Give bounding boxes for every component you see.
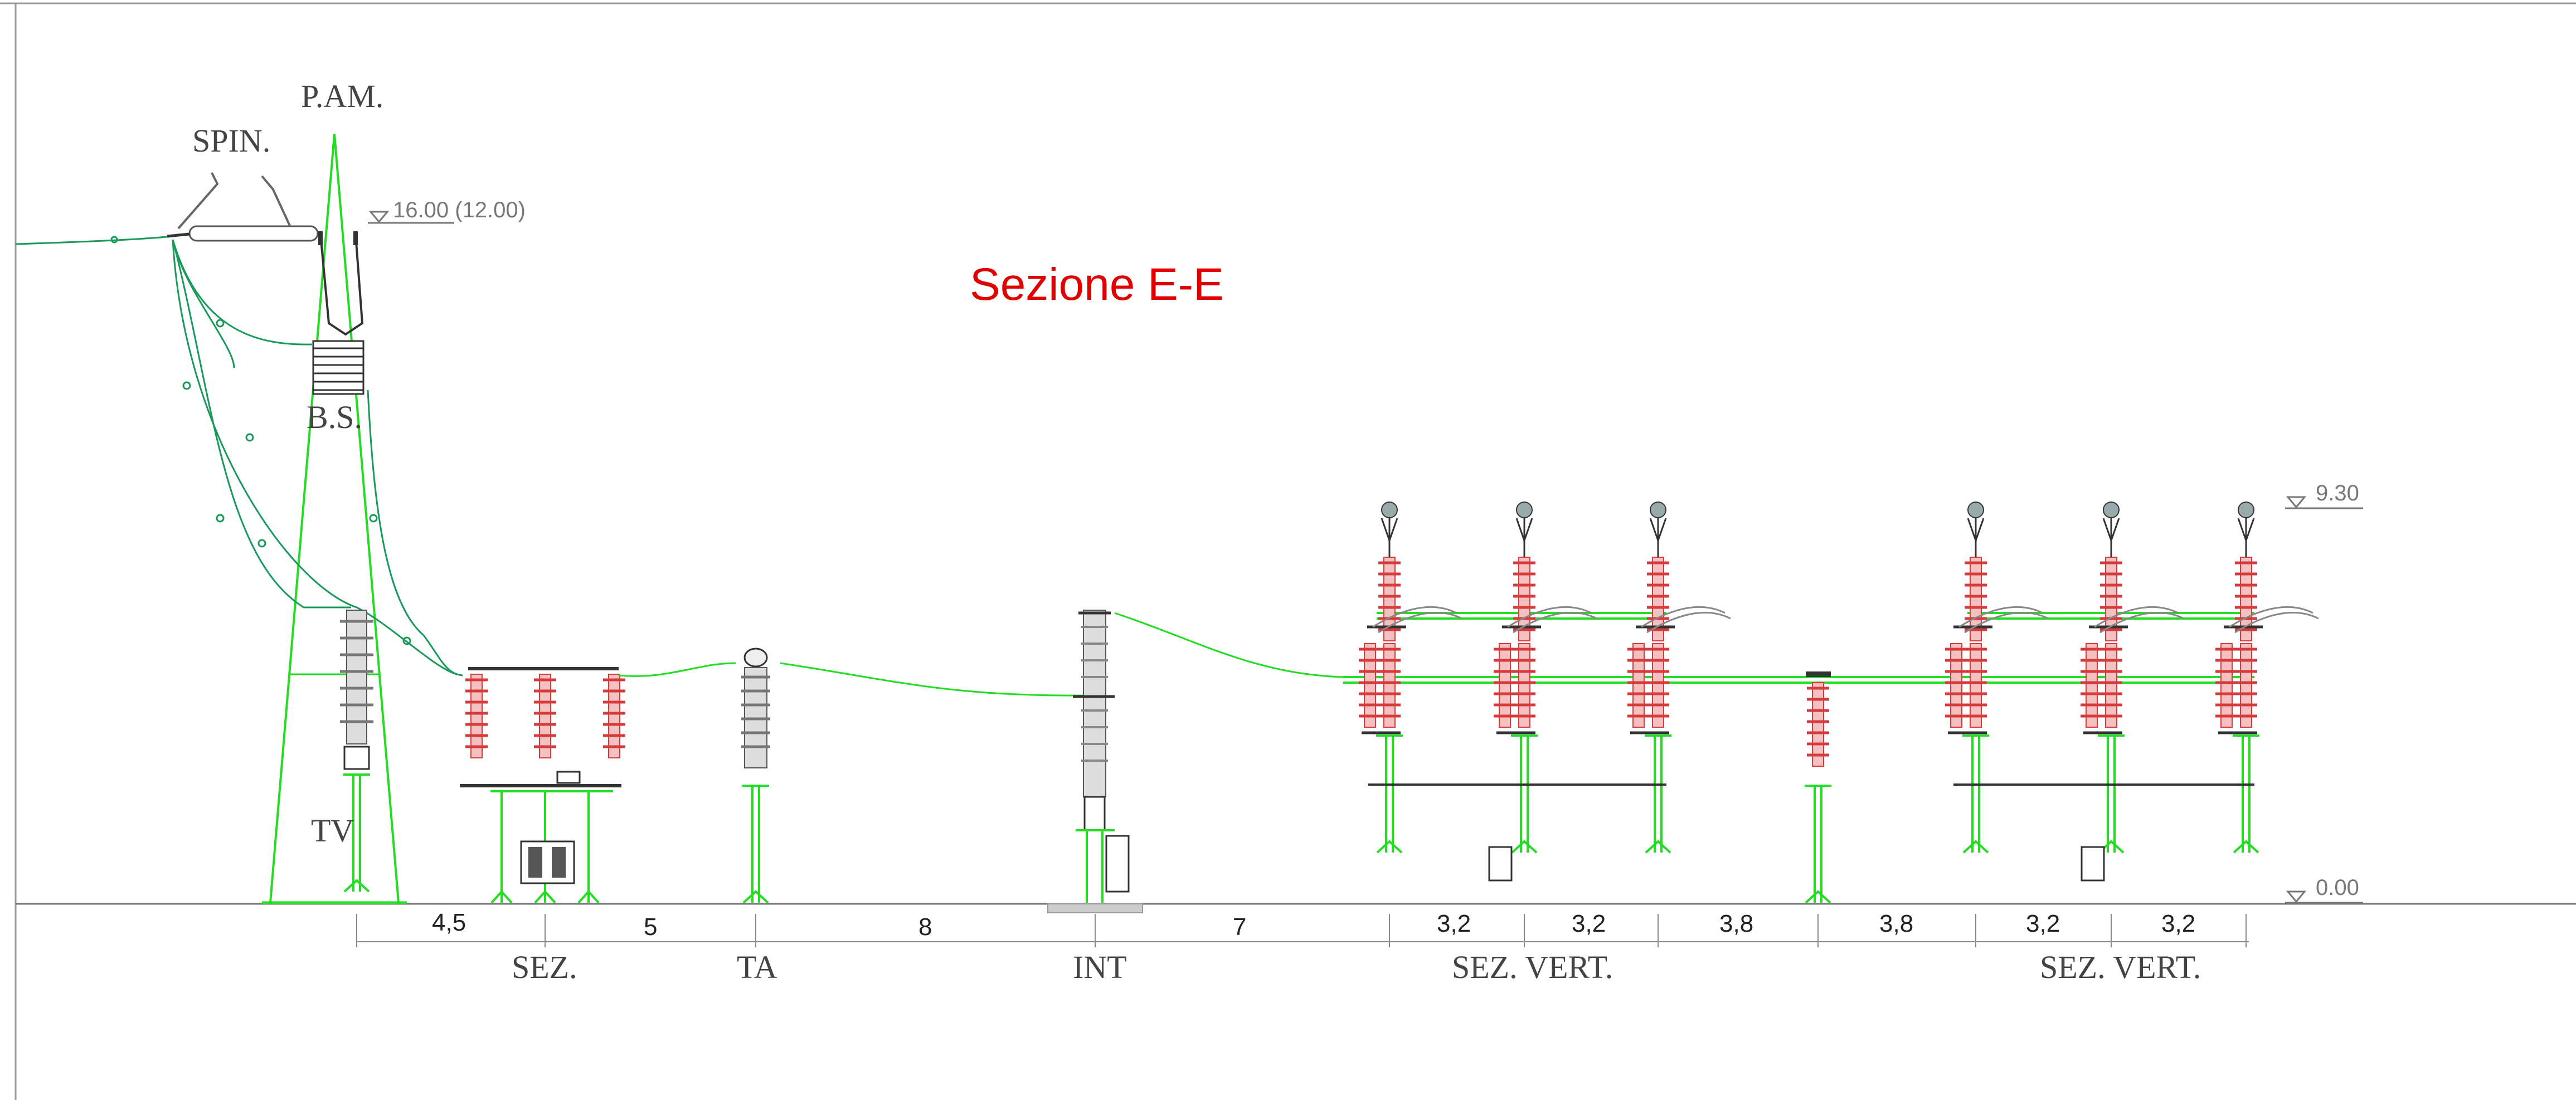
incoming-line: SPIN. bbox=[15, 123, 319, 245]
conductor-ta-int bbox=[780, 662, 1085, 697]
dimension-value: 3,2 bbox=[1572, 910, 1606, 937]
level-marker-ground: 0.00 bbox=[2285, 875, 2363, 904]
equipment-labels: SEZ. TA INT SEZ. VERT. SEZ. VERT. bbox=[512, 949, 2201, 985]
bs-label: B.S. bbox=[307, 399, 362, 435]
sez-vert-label-2: SEZ. VERT. bbox=[2040, 949, 2201, 985]
line-trap: B.S. bbox=[307, 231, 364, 435]
level-ground-label: 0.00 bbox=[2316, 875, 2359, 900]
level-marker-mid: 9.30 bbox=[2285, 481, 2363, 509]
dimension-value: 5 bbox=[644, 913, 657, 941]
vertical-disconnector-group-2 bbox=[1945, 502, 2319, 882]
busbar-support bbox=[1804, 671, 1833, 904]
dimension-value: 7 bbox=[1233, 913, 1246, 941]
dimension-value: 3,2 bbox=[2026, 910, 2060, 937]
level-top-label: 16.00 (12.00) bbox=[393, 198, 526, 222]
dimension-value: 3,8 bbox=[1719, 910, 1753, 937]
dimension-value: 3,2 bbox=[2161, 910, 2195, 937]
int-label: INT bbox=[1073, 949, 1127, 985]
spin-label: SPIN. bbox=[192, 123, 270, 159]
voltage-transformer: TV bbox=[311, 610, 373, 893]
dimension-value: 8 bbox=[918, 913, 932, 941]
section-title: Sezione E-E bbox=[970, 259, 1224, 310]
dimension-values: 4,5 5 8 7 3,2 3,2 3,8 3,8 3,2 3,2 bbox=[432, 909, 2195, 941]
conductors-from-line bbox=[172, 239, 463, 676]
current-transformer bbox=[618, 648, 770, 904]
vertical-disconnector-group-1 bbox=[1359, 502, 1731, 882]
tv-label: TV bbox=[311, 812, 354, 849]
dimension-value: 3,8 bbox=[1879, 910, 1913, 937]
level-marker-top: 16.00 (12.00) bbox=[368, 198, 526, 224]
ta-label: TA bbox=[737, 949, 777, 985]
dimension-value: 4,5 bbox=[432, 909, 466, 936]
sez-label: SEZ. bbox=[512, 949, 577, 985]
conductor-int-sezvert bbox=[1114, 612, 1344, 678]
dimension-value: 3,2 bbox=[1437, 910, 1471, 937]
pam-label: P.AM. bbox=[301, 78, 383, 114]
anchoring-portal: P.AM. bbox=[262, 78, 407, 904]
conductor-clamps bbox=[182, 319, 411, 645]
sez-vert-label-1: SEZ. VERT. bbox=[1452, 949, 1613, 985]
circuit-breaker bbox=[1047, 610, 1143, 913]
level-mid-label: 9.30 bbox=[2316, 481, 2359, 505]
dimension-line bbox=[356, 914, 2249, 947]
horizontal-disconnector bbox=[460, 667, 625, 904]
